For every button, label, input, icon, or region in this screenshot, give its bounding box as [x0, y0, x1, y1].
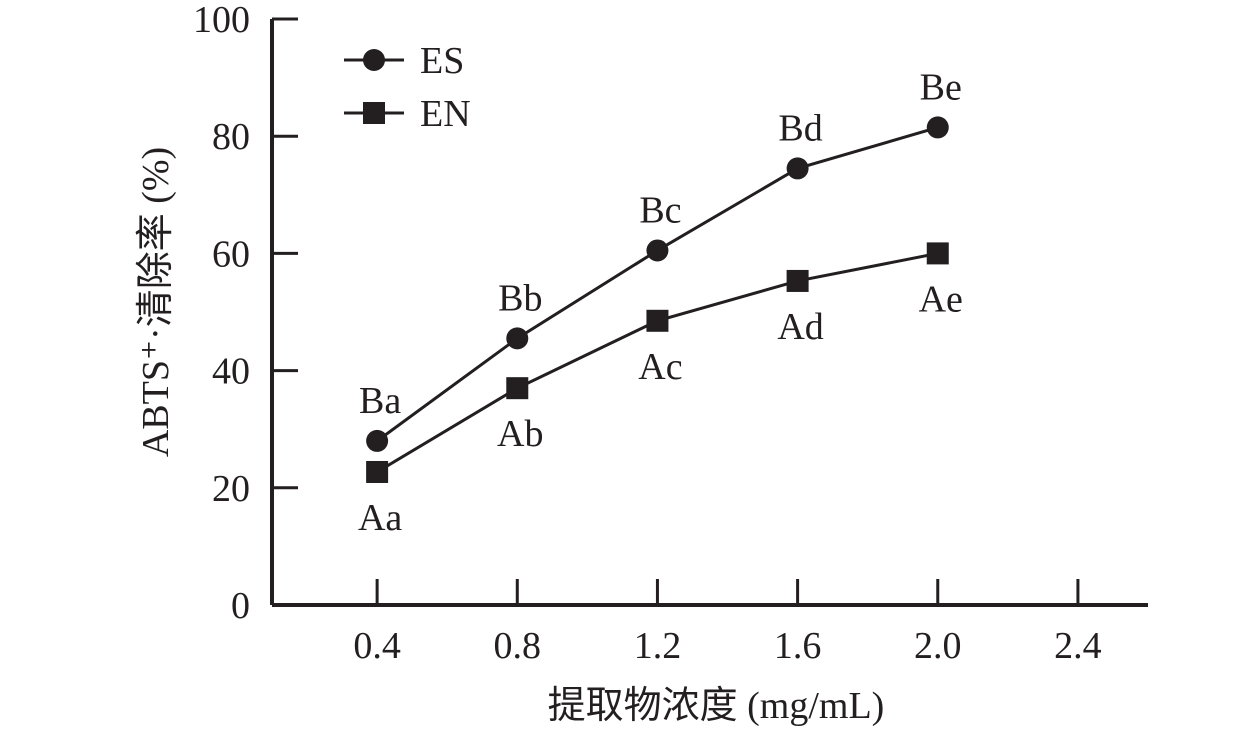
data-point-en — [646, 309, 669, 332]
data-label: Ae — [919, 278, 963, 320]
legend-marker-es — [363, 49, 385, 71]
data-point-es — [506, 327, 529, 350]
data-point-es — [786, 157, 809, 180]
legend-marker-en — [363, 102, 385, 124]
x-tick-label: 1.6 — [774, 625, 822, 667]
data-label: Bd — [778, 107, 822, 149]
legend-label-es: ES — [420, 40, 464, 82]
data-label: Ab — [497, 413, 543, 455]
data-point-en — [506, 377, 529, 400]
series-line-es — [376, 125, 939, 443]
y-axis-title: ABTS⁺·清除率 (%) — [135, 147, 177, 457]
data-point-es — [926, 116, 949, 139]
axes-group: 0 20 40 60 80 100 0.4 0.8 1.2 1.6 2.0 2.4 — [193, 0, 1148, 667]
data-label: Aa — [358, 497, 402, 539]
y-tick-label: 80 — [212, 116, 250, 158]
data-label: Ba — [359, 380, 401, 422]
y-tick-label: 40 — [212, 351, 250, 393]
y-tick-label: 0 — [231, 585, 250, 627]
x-tick-label: 0.4 — [353, 625, 401, 667]
data-label: Ad — [777, 306, 823, 348]
x-tick-label: 2.4 — [1054, 625, 1102, 667]
legend-label-en: EN — [420, 93, 471, 135]
data-point-en — [786, 269, 809, 292]
x-axis-title: 提取物浓度 (mg/mL) — [548, 685, 885, 727]
data-label: Ac — [638, 346, 682, 388]
series-group: Ba Bb Bc Bd Be Aa Ab Ac Ad Ae — [358, 66, 963, 539]
x-tick-label: 1.2 — [634, 625, 682, 667]
y-tick-label: 60 — [212, 233, 250, 275]
x-tick-label: 2.0 — [914, 625, 962, 667]
data-point-es — [366, 429, 389, 452]
data-point-es — [646, 239, 669, 262]
y-tick-label: 100 — [193, 0, 250, 41]
legend: ES EN — [344, 40, 471, 135]
data-label: Bc — [639, 189, 681, 231]
data-label: Bb — [498, 277, 542, 319]
data-point-en — [926, 242, 949, 265]
data-label: Be — [920, 66, 962, 108]
x-tick-label: 0.8 — [494, 625, 542, 667]
y-tick-label: 20 — [212, 468, 250, 510]
data-point-en — [366, 460, 389, 483]
